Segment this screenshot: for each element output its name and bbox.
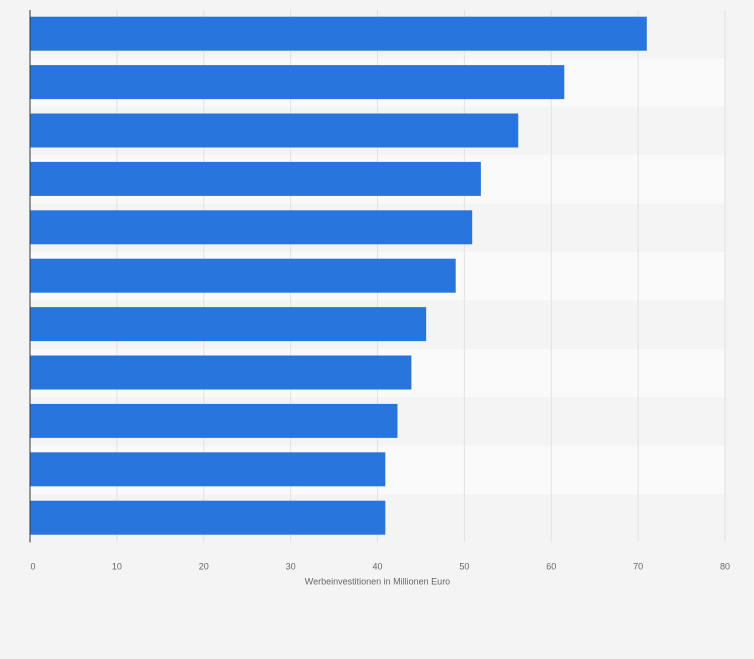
x-tick-label: 30 [286,561,296,571]
x-tick-label: 40 [372,561,382,571]
x-tick-label: 80 [720,561,730,571]
bar[interactable] [30,210,473,245]
bar[interactable] [30,16,647,51]
bars [30,16,647,535]
x-tick-label: 0 [30,561,35,571]
x-tick-label: 50 [459,561,469,571]
x-tick-labels: 0 10 20 30 40 50 60 70 80 [30,561,730,571]
bar[interactable] [30,161,481,196]
bar[interactable] [30,258,456,293]
x-axis-title: Werbeinvestitionen in Millionen Euro [305,576,450,586]
bar[interactable] [30,403,398,438]
bar[interactable] [30,65,565,100]
bar[interactable] [30,500,386,535]
bar[interactable] [30,307,427,342]
x-tick-label: 10 [112,561,122,571]
bar[interactable] [30,355,412,390]
x-tick-label: 70 [633,561,643,571]
x-tick-label: 20 [199,561,209,571]
bar[interactable] [30,452,386,487]
bar[interactable] [30,113,519,148]
x-tick-label: 60 [546,561,556,571]
